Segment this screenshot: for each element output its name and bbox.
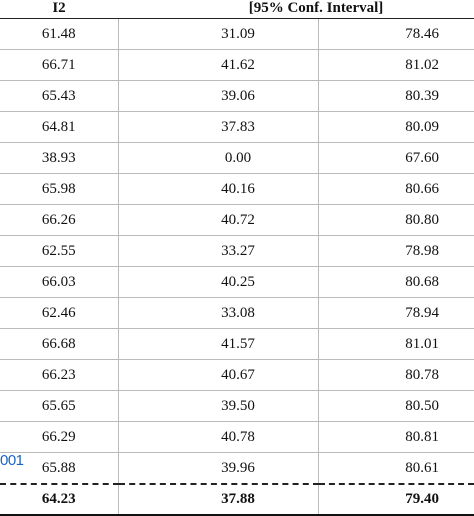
upper-ci-cell: 80.09	[317, 111, 474, 143]
table-row: 66.71 41.62 81.02	[0, 49, 474, 81]
i2-cell: 66.26	[0, 204, 118, 236]
lower-ci-cell: 33.27	[117, 235, 318, 267]
i2-cell: 61.48	[0, 18, 118, 50]
i2-cell: 66.68	[0, 328, 118, 360]
lower-ci-cell: 40.72	[117, 204, 318, 236]
table-row: 62.46 33.08 78.94	[0, 297, 474, 329]
lower-ci-cell: 40.78	[117, 421, 318, 453]
i2-cell: 66.29	[0, 421, 118, 453]
doi-link[interactable]: 001	[0, 452, 24, 469]
i2-cell: 62.46	[0, 297, 118, 329]
table-total-row: 64.23 37.88 79.40	[0, 483, 474, 516]
lower-ci-cell: 40.25	[117, 266, 318, 298]
upper-ci-cell: 78.46	[317, 18, 474, 50]
lower-ci-cell: 41.57	[117, 328, 318, 360]
upper-ci-cell: 80.68	[317, 266, 474, 298]
table-row: 62.55 33.27 78.98	[0, 235, 474, 267]
lower-ci-cell: 33.08	[117, 297, 318, 329]
upper-ci-cell: 80.39	[317, 80, 474, 112]
table-row: 65.65 39.50 80.50	[0, 390, 474, 422]
table-row: 66.29 40.78 80.81	[0, 421, 474, 453]
i2-cell: 62.55	[0, 235, 118, 267]
i2-cell: 66.23	[0, 359, 118, 391]
i2-cell: 66.71	[0, 49, 118, 81]
table-row: 61.48 31.09 78.46	[0, 18, 474, 50]
i2-cell: 38.93	[0, 142, 118, 174]
upper-ci-cell: 78.98	[317, 235, 474, 267]
lower-ci-cell: 37.83	[117, 111, 318, 143]
upper-ci-cell: 80.61	[317, 452, 474, 485]
i2-cell: 65.43	[0, 80, 118, 112]
table-row: 66.68 41.57 81.01	[0, 328, 474, 360]
lower-ci-cell: 41.62	[117, 49, 318, 81]
lower-ci-cell: 0.00	[117, 142, 318, 174]
lower-ci-cell: 39.50	[117, 390, 318, 422]
lower-ci-cell: 40.16	[117, 173, 318, 205]
upper-ci-cell: 81.02	[317, 49, 474, 81]
table-row: 38.93 0.00 67.60	[0, 142, 474, 174]
header-conf-interval: [95% Conf. Interval]	[118, 0, 474, 19]
total-upper-ci-cell: 79.40	[317, 483, 474, 516]
table-header-row: I2 [95% Conf. Interval]	[0, 0, 474, 19]
i2-cell: 65.98	[0, 173, 118, 205]
i2-cell: 66.03	[0, 266, 118, 298]
table-row: 66.26 40.72 80.80	[0, 204, 474, 236]
lower-ci-cell: 39.06	[117, 80, 318, 112]
upper-ci-cell: 81.01	[317, 328, 474, 360]
upper-ci-cell: 67.60	[317, 142, 474, 174]
table-row: 64.81 37.83 80.09	[0, 111, 474, 143]
lower-ci-cell: 31.09	[117, 18, 318, 50]
table-row: 66.23 40.67 80.78	[0, 359, 474, 391]
upper-ci-cell: 80.50	[317, 390, 474, 422]
total-i2-cell: 64.23	[0, 483, 118, 516]
upper-ci-cell: 80.80	[317, 204, 474, 236]
i2-cell: 65.65	[0, 390, 118, 422]
table-body: 61.48 31.09 78.46 66.71 41.62 81.02 65.43 39.06…	[0, 18, 474, 516]
lower-ci-cell: 40.67	[117, 359, 318, 391]
i2-cell: 64.81	[0, 111, 118, 143]
table-row: 65.88 39.96 80.61	[0, 452, 474, 485]
total-lower-ci-cell: 37.88	[117, 483, 318, 516]
table-row: 65.98 40.16 80.66	[0, 173, 474, 205]
header-i2: I2	[0, 0, 118, 19]
table-row: 65.43 39.06 80.39	[0, 80, 474, 112]
lower-ci-cell: 39.96	[117, 452, 318, 485]
table-row: 66.03 40.25 80.68	[0, 266, 474, 298]
upper-ci-cell: 78.94	[317, 297, 474, 329]
upper-ci-cell: 80.78	[317, 359, 474, 391]
upper-ci-cell: 80.81	[317, 421, 474, 453]
upper-ci-cell: 80.66	[317, 173, 474, 205]
